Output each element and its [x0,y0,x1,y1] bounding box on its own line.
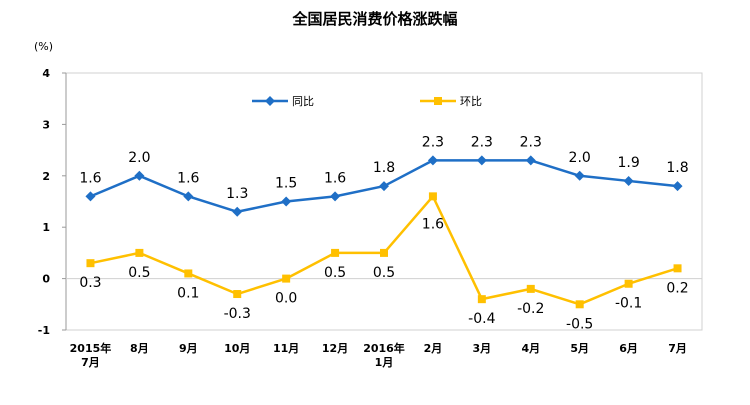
data-label: -0.3 [224,306,251,322]
y-tick-label: 2 [42,170,50,183]
data-label: 1.8 [666,160,688,176]
series-point [379,181,389,192]
x-tick-label: 8月 [130,342,149,355]
data-label: -0.4 [468,311,495,327]
data-label: 1.8 [373,160,395,176]
y-tick-label: 4 [42,67,50,80]
x-tick-label: 6月 [619,342,638,355]
data-label: 1.9 [617,155,639,171]
data-label: 1.6 [79,170,101,186]
data-label: 0.2 [666,280,688,296]
x-tick-label: 2016年 1月 [363,341,405,369]
series-point [86,259,95,268]
x-tick-label: 3月 [473,342,492,355]
data-label: 0.0 [275,291,297,307]
y-axis: 4 3 2 1 0 -1 [38,67,66,337]
legend-label: 同比 [292,95,314,108]
series-point [183,191,194,202]
data-label: 2.3 [422,134,444,150]
x-tick-label: 7月 [668,342,687,355]
series-point [427,155,438,166]
legend-marker [434,97,442,105]
series-point [476,155,487,166]
x-tick-label: 11月 [273,342,299,355]
series-point [330,191,341,202]
data-label: 0.5 [324,265,346,281]
series-point [232,206,243,217]
data-label: 2.0 [128,150,150,166]
x-tick-label: 2015年 7月 [70,341,112,369]
data-label: 1.5 [275,176,297,192]
x-tick-label: 12月 [322,342,348,355]
data-label: 0.5 [128,265,150,281]
data-label: 0.5 [373,265,395,281]
data-label: -0.2 [517,301,544,317]
series-point [380,248,388,257]
y-tick-label: -1 [38,324,50,337]
x-tick-label: 5月 [570,342,589,355]
series-point [428,192,437,201]
y-tick-label: 0 [42,273,50,286]
series-point [233,290,242,299]
series-point [526,284,535,293]
series-point [281,196,292,207]
data-label: -0.1 [615,296,642,312]
data-label: 1.3 [226,186,248,202]
legend-label: 环比 [460,95,482,108]
data-label: 0.3 [79,275,101,291]
y-axis-unit-label: (%) [34,40,54,53]
series-point [135,248,144,257]
y-tick-label: 1 [42,221,50,234]
x-tick-label: 9月 [179,342,198,355]
series-point [282,274,291,283]
x-tick-label: 2月 [424,342,443,355]
plot-frame [65,72,703,331]
series-layer [85,155,683,309]
legend-marker [265,96,275,106]
x-tick-label: 10月 [224,342,250,355]
series-point [624,279,633,288]
series-point [575,300,584,309]
data-label: 0.1 [177,285,199,301]
data-label: 2.0 [569,150,591,166]
y-tick-label: 3 [42,118,50,131]
series-point [574,170,585,181]
x-tick-label: 4月 [521,342,540,355]
series-point [673,264,682,273]
plot-area-border [65,72,703,331]
data-label: 1.6 [324,170,346,186]
legend: 同比 环比 [252,95,482,108]
series-point [134,170,145,181]
data-label: -0.5 [566,316,593,332]
series-point [525,155,536,166]
data-label: 2.3 [471,134,493,150]
x-axis: 2015年 7月 8月 9月 10月 11月 12月 2016年 1月 2月 3月 4月 5月 6月 7月 [70,341,687,369]
series-point [85,191,96,202]
data-label: 2.3 [520,134,542,150]
data-label: 1.6 [177,170,199,186]
series-point [623,175,634,186]
series-point [331,248,340,257]
chart-title: 全国居民消费价格涨跌幅 [292,10,458,28]
series-point [672,181,683,192]
series-point [477,295,486,304]
data-labels: 1.6 2.0 1.6 1.3 1.5 1.6 1.8 2.3 2.3 2.3 2.0 1.9 1.8 0… [79,134,688,332]
series-point [184,269,193,278]
data-label: 1.6 [422,216,444,232]
